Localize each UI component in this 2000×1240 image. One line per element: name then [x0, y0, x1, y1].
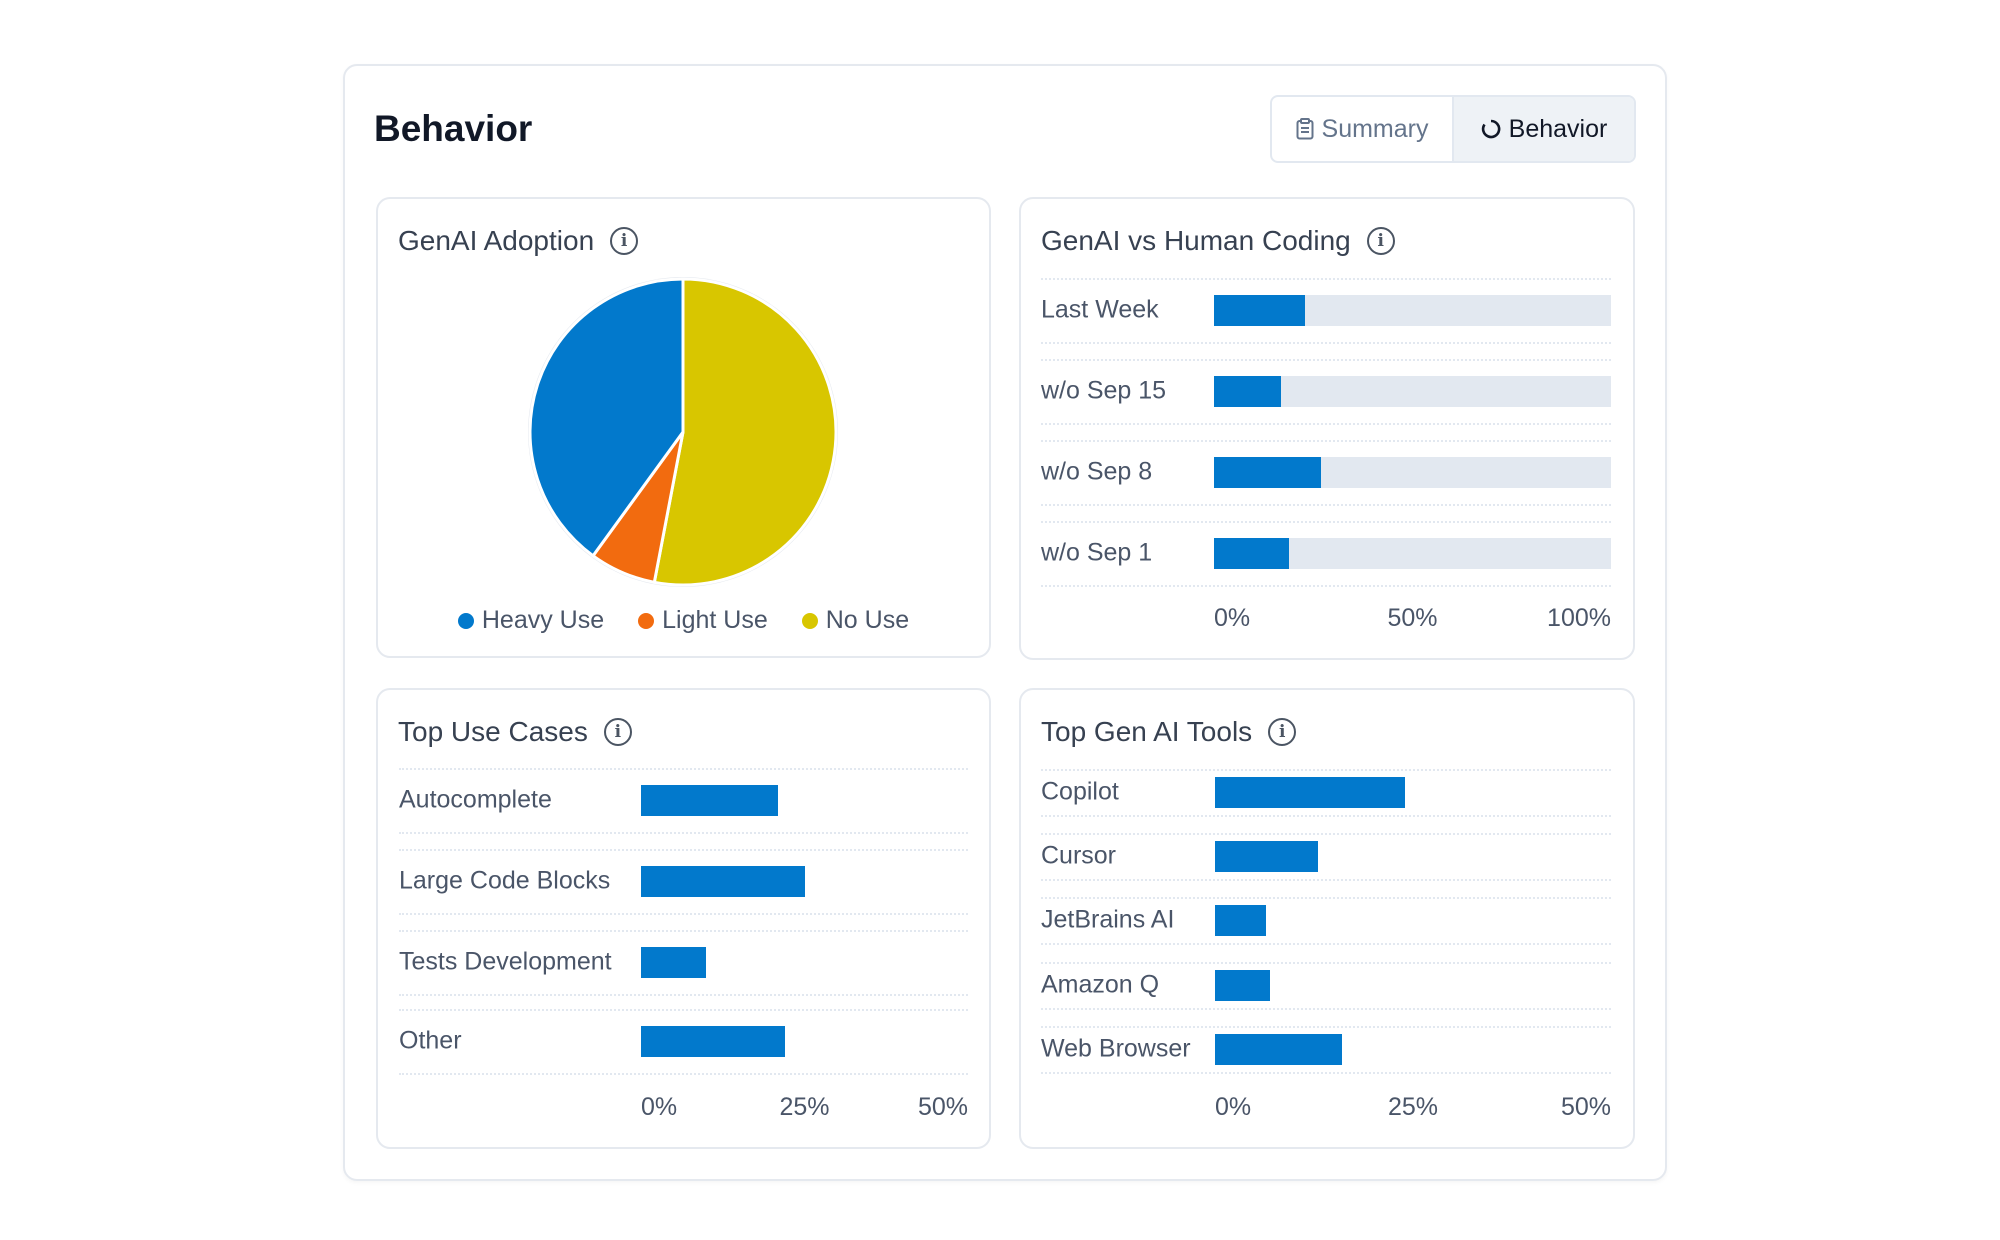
card-title-top-use-cases: Top Use Cases i — [398, 716, 632, 748]
bar-label: w/o Sep 15 — [1041, 376, 1167, 405]
bar-label: Tests Development — [399, 947, 612, 976]
legend-dot — [801, 612, 818, 629]
page-title: Behavior — [374, 108, 533, 149]
axis-tick-label: 50% — [1560, 1093, 1611, 1121]
bar-label: Web Browser — [1041, 1034, 1191, 1063]
axis-tick-label: 0% — [641, 1093, 678, 1121]
bar-label: Amazon Q — [1041, 970, 1160, 999]
gridline — [1041, 962, 1611, 964]
refresh-circle-icon — [1481, 119, 1501, 139]
gridline — [399, 832, 968, 834]
legend-light-use[interactable]: Light Use — [638, 606, 768, 635]
axis-tick-label: 0% — [1215, 1093, 1252, 1121]
genai-adoption-pie — [528, 277, 838, 587]
info-icon[interactable]: i — [610, 227, 639, 255]
legend-label: Light Use — [662, 606, 768, 634]
gridline — [1041, 504, 1611, 506]
card-title-top-tools: Top Gen AI Tools i — [1041, 716, 1297, 748]
bar-other[interactable] — [641, 1025, 785, 1057]
bar-label: Autocomplete — [399, 785, 552, 814]
legend-label: No Use — [825, 606, 910, 634]
bar-label: Copilot — [1041, 777, 1119, 806]
bar-jetbrains-ai[interactable] — [1215, 904, 1267, 936]
bar-cursor[interactable] — [1215, 840, 1318, 872]
legend-dot — [457, 612, 474, 629]
bar-last-week[interactable] — [1214, 294, 1306, 326]
pie-slice-no-use[interactable] — [652, 277, 838, 587]
gridline — [1041, 943, 1611, 945]
title-text: Top Gen AI Tools — [1041, 716, 1253, 747]
bar-amazon-q[interactable] — [1215, 969, 1271, 1001]
legend-label: Heavy Use — [481, 606, 605, 634]
bar-label: w/o Sep 8 — [1041, 457, 1153, 486]
bar-label: JetBrains AI — [1041, 905, 1175, 934]
bar-label: w/o Sep 1 — [1041, 538, 1153, 567]
bar-tests-development[interactable] — [641, 946, 707, 978]
view-tabs: Summary Behavior — [1270, 95, 1636, 163]
gridline — [1041, 1072, 1611, 1074]
gridline — [1041, 342, 1611, 344]
gridline — [399, 994, 968, 996]
axis-tick-label: 50% — [917, 1093, 968, 1121]
gridline — [1041, 440, 1611, 442]
legend-dot — [638, 612, 655, 629]
gridline — [1041, 521, 1611, 523]
axis-tick-label: 25% — [779, 1093, 830, 1121]
card-title-genai-vs-human: GenAI vs Human Coding i — [1041, 225, 1395, 257]
gridline — [1041, 1026, 1611, 1028]
axis-tick-label: 50% — [1387, 604, 1438, 632]
gridline — [1041, 833, 1611, 835]
genai-adoption-card — [376, 197, 991, 658]
gridline — [1041, 278, 1611, 280]
bar-label: Cursor — [1041, 841, 1117, 870]
gridline — [1041, 879, 1611, 881]
gridline — [1041, 1008, 1611, 1010]
gridline — [399, 1073, 968, 1075]
gridline — [1041, 359, 1611, 361]
tab-behavior[interactable]: Behavior — [1452, 97, 1634, 161]
bar-copilot[interactable] — [1215, 776, 1406, 808]
gridline — [399, 913, 968, 915]
bar-large-code-blocks[interactable] — [641, 865, 805, 897]
bar-w-o-sep-8[interactable] — [1214, 456, 1322, 488]
card-title-genai-adoption: GenAI Adoption i — [398, 225, 639, 257]
gridline — [1041, 897, 1611, 899]
gridline — [399, 1009, 968, 1011]
axis-tick-label: 25% — [1387, 1093, 1439, 1121]
gridline — [1041, 423, 1611, 425]
bar-w-o-sep-15[interactable] — [1214, 375, 1282, 407]
behavior-panel — [343, 64, 1667, 1181]
bar-autocomplete[interactable] — [641, 784, 779, 816]
axis-tick-label: 0% — [1214, 604, 1251, 632]
legend-heavy-use[interactable]: Heavy Use — [457, 606, 605, 635]
gridline — [1041, 585, 1611, 587]
bar-web-browser[interactable] — [1215, 1033, 1342, 1065]
genai-vs-human-card — [1019, 197, 1635, 660]
title-text: GenAI Adoption — [398, 225, 595, 256]
gridline — [399, 768, 968, 770]
gridline — [1041, 815, 1611, 817]
bar-label: Other — [399, 1026, 462, 1055]
top-use-cases-card — [376, 688, 991, 1149]
tab-summary[interactable]: Summary — [1272, 97, 1452, 161]
tab-summary-label: Summary — [1321, 114, 1429, 143]
bar-label: Large Code Blocks — [399, 866, 611, 895]
axis-tick-label: 100% — [1547, 604, 1611, 632]
bar-label: Last Week — [1041, 295, 1159, 324]
info-icon[interactable]: i — [1268, 718, 1297, 746]
gridline — [1041, 769, 1611, 771]
info-icon[interactable]: i — [1366, 227, 1395, 255]
clipboard-icon — [1296, 118, 1314, 140]
info-icon[interactable]: i — [603, 718, 632, 746]
legend-no-use[interactable]: No Use — [801, 606, 910, 635]
title-text: GenAI vs Human Coding — [1041, 225, 1351, 256]
tab-behavior-label: Behavior — [1508, 114, 1608, 143]
pie-legend: Heavy Use Light Use No Use — [376, 606, 991, 635]
title-text: Top Use Cases — [398, 716, 588, 747]
gridline — [399, 849, 968, 851]
pie-slice-heavy-use[interactable] — [528, 277, 685, 558]
bar-w-o-sep-1[interactable] — [1214, 537, 1290, 569]
gridline — [399, 930, 968, 932]
top-tools-card — [1019, 688, 1635, 1149]
